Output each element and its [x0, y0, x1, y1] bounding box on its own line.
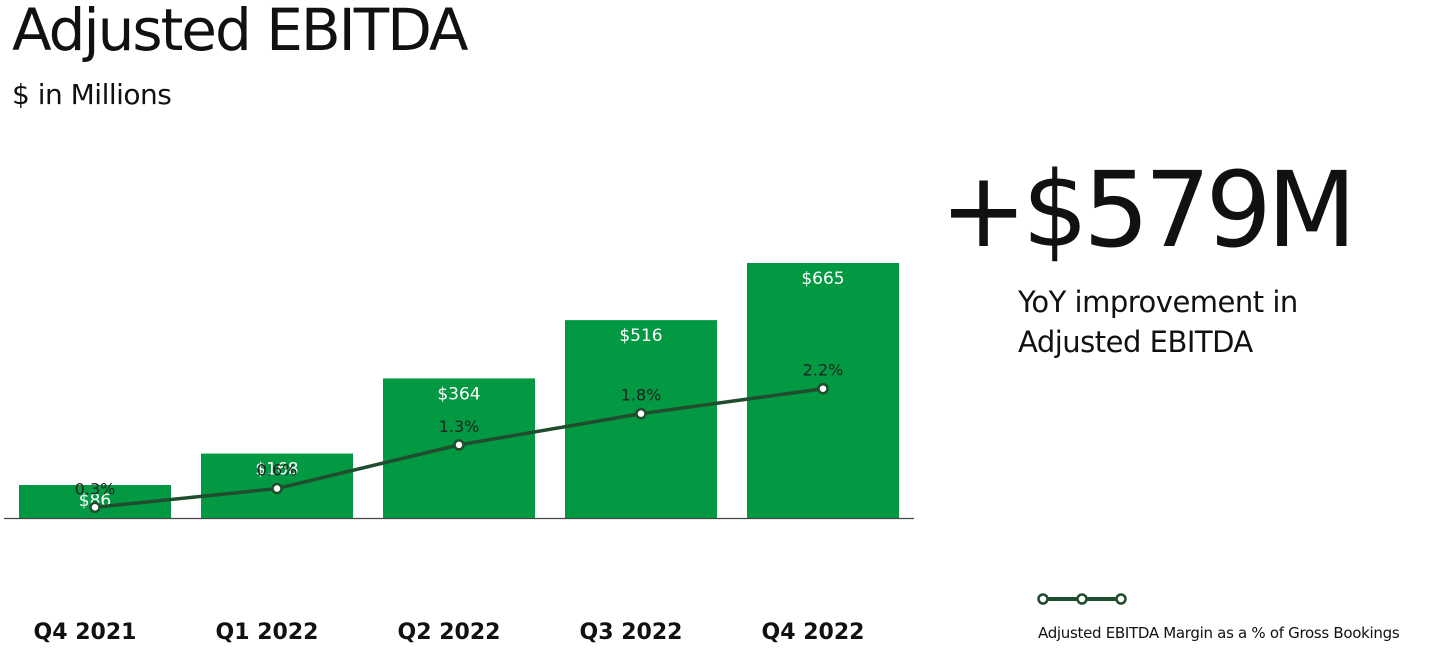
yoy-description-line1: YoY improvement in [1018, 285, 1298, 319]
bar-value-label: $516 [619, 326, 662, 346]
x-tick-label: Q4 2021 [34, 620, 137, 645]
margin-point [453, 439, 465, 451]
x-tick-label: Q3 2022 [580, 620, 683, 645]
x-tick-label: Q4 2022 [762, 620, 865, 645]
margin-point [635, 407, 647, 420]
margin-value-label: 2.2% [803, 361, 844, 380]
bar-value-label: $168 [255, 460, 298, 480]
margin-value-label: 1.3% [439, 417, 480, 436]
margin-point [89, 501, 101, 514]
margin-point [271, 482, 283, 495]
bar-value-label: $665 [801, 269, 844, 289]
x-tick-label: Q2 2022 [398, 620, 501, 645]
legend-line-marker-icon [1037, 593, 1127, 605]
margin-point [817, 382, 829, 395]
margin-value-label: 0.3% [75, 479, 116, 498]
legend-label: Adjusted EBITDA Margin as a % of Gross B… [1038, 624, 1400, 642]
x-tick-label: Q1 2022 [216, 620, 319, 645]
margin-value-label: 0.6% [257, 461, 298, 480]
yoy-headline: +$579M [940, 149, 1357, 271]
margin-value-label: 1.8% [621, 386, 662, 405]
bar-value-label: $364 [437, 384, 480, 404]
yoy-description-line2: Adjusted EBITDA [1018, 325, 1253, 359]
page-subtitle: $ in Millions [12, 78, 172, 111]
yoy-description: YoY improvement in Adjusted EBITDA [1018, 282, 1298, 362]
page-title: Adjusted EBITDA [12, 0, 469, 64]
